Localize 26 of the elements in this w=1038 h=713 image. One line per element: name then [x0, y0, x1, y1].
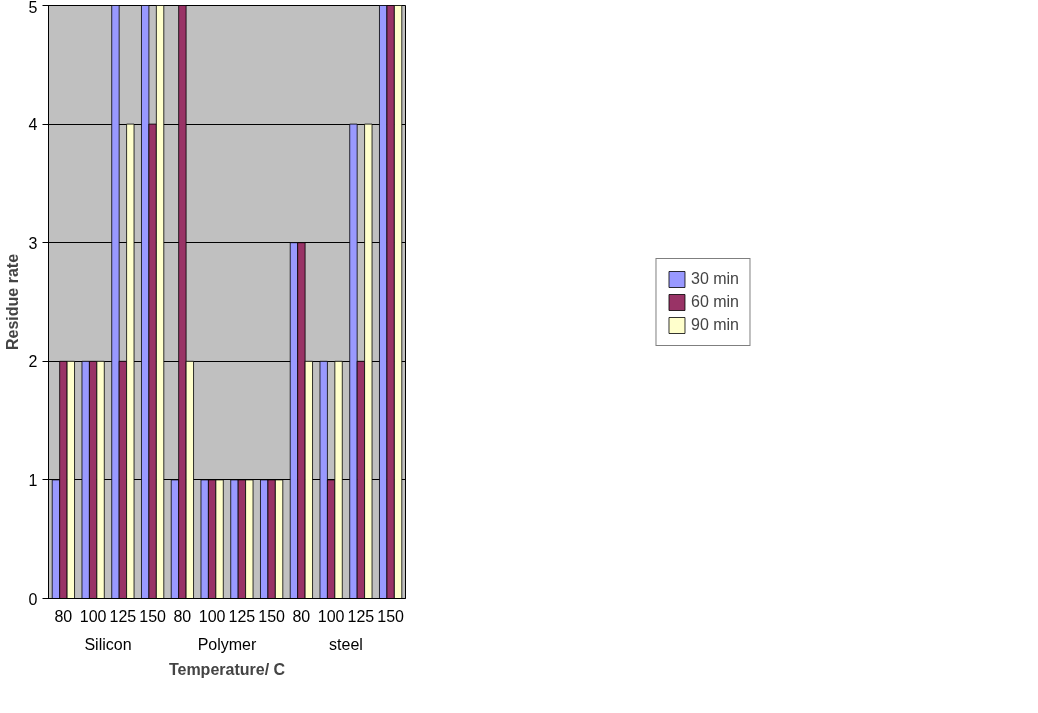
x-tick-label: 100	[79, 607, 107, 625]
y-tick-label: 3	[28, 234, 38, 252]
text: steel	[329, 635, 363, 653]
x-axis-title: Temperature/ C	[168, 660, 286, 678]
x-tick-label: 125	[109, 607, 137, 625]
x-tick-label: 100	[198, 607, 226, 625]
y-tick-label: 4	[28, 116, 38, 134]
x-tick-label: 80	[292, 607, 311, 625]
y-tick-label: 5	[28, 0, 38, 16]
legend-label: 90 min	[690, 315, 740, 334]
y-tick-label: 1	[28, 471, 38, 489]
x-tick-label: 125	[228, 607, 256, 625]
text: Silicon	[84, 635, 132, 653]
x-tick-label: 150	[377, 607, 405, 625]
legend-label: 30 min	[690, 269, 740, 288]
x-tick-label: 80	[173, 607, 192, 625]
text: Polymer	[197, 635, 258, 653]
y-tick-label: 2	[28, 353, 38, 371]
x-tick-label: 150	[258, 607, 286, 625]
y-tick-label: 0	[28, 590, 38, 608]
legend-label: 60 min	[690, 292, 740, 311]
x-tick-label: 150	[139, 607, 167, 625]
x-tick-label: 100	[317, 607, 345, 625]
x-tick-label: 125	[347, 607, 375, 625]
y-axis-title: Residue rate	[3, 253, 21, 351]
x-tick-label: 80	[54, 607, 73, 625]
